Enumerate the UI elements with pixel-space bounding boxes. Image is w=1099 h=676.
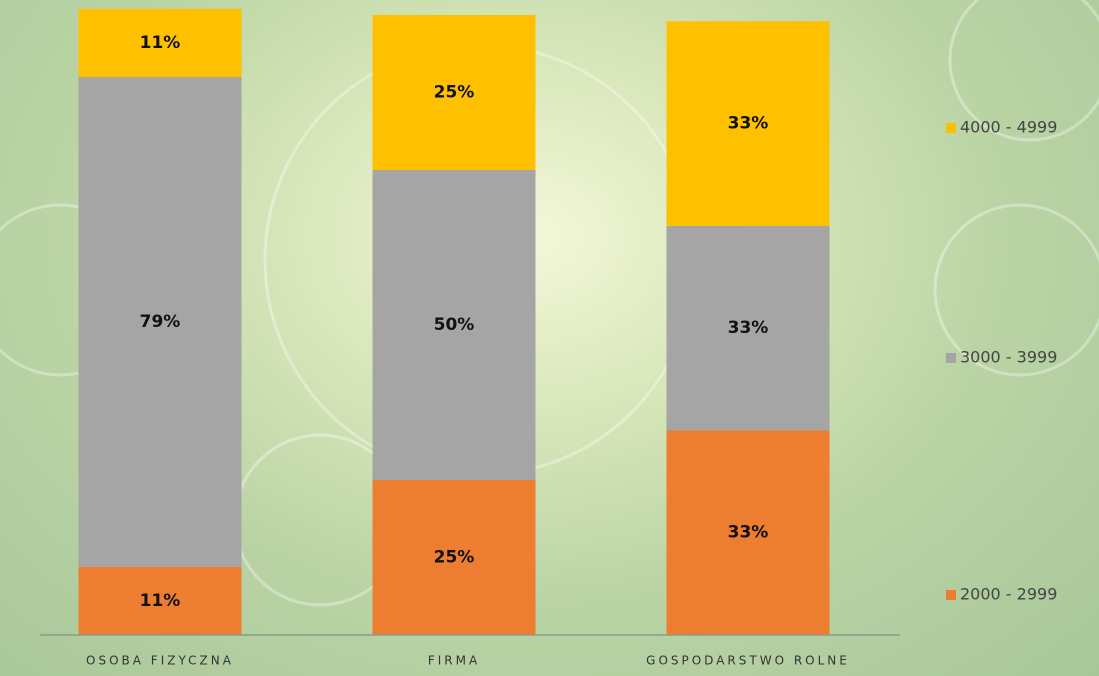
data-label: 33% [728,523,769,543]
page: {"chart_data": {"type": "bar", "stacked"… [0,0,1099,676]
legend-marker [946,590,956,600]
data-label: 79% [140,312,181,332]
data-label: 11% [140,591,181,611]
legend-label: 2000 - 2999 [960,585,1057,604]
x-tick-label: OSOBA FIZYCZNA [86,654,234,668]
data-label: 33% [728,318,769,338]
legend-label: 4000 - 4999 [960,118,1057,137]
x-tick-label: FIRMA [428,654,480,668]
data-label: 25% [434,83,475,103]
x-tick-label: GOSPODARSTWO ROLNE [646,654,850,668]
data-label: 33% [728,114,769,134]
data-label: 11% [140,33,181,53]
data-label: 50% [434,315,475,335]
data-label: 25% [434,548,475,568]
legend-marker [946,123,956,133]
legend-marker [946,353,956,363]
legend-label: 3000 - 3999 [960,348,1057,367]
chart: OSOBA FIZYCZNA 11% 79% 11% FIRMA 25% 50% 25% GOS… [0,0,1099,676]
